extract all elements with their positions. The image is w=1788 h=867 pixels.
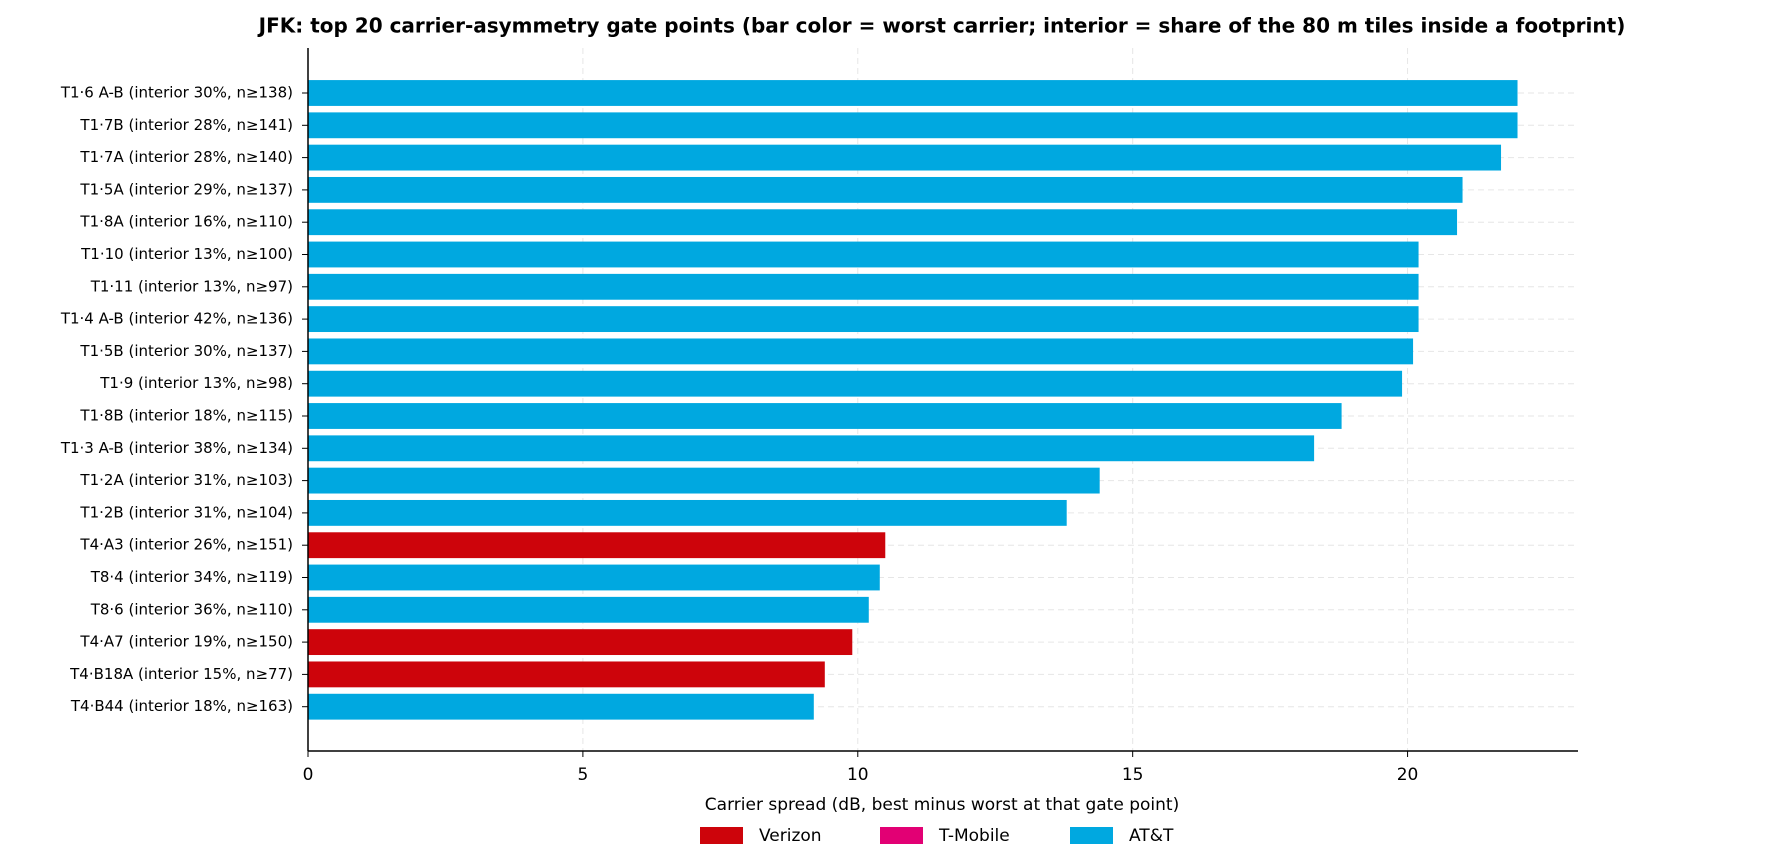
y-tick-label: T1·5B (interior 30%, n≥137) (79, 342, 293, 360)
bar (308, 532, 886, 559)
bar (308, 403, 1342, 429)
bar (308, 499, 1067, 526)
bar (308, 693, 814, 720)
y-tick-label: T1·5A (interior 29%, n≥137) (79, 180, 293, 198)
y-tick-label: T1·7A (interior 28%, n≥140) (79, 148, 293, 166)
y-tick-label: T4·B18A (interior 15%, n≥77) (69, 665, 293, 683)
y-tick-label: T1·3 A-B (interior 38%, n≥134) (60, 439, 293, 457)
legend-swatch (880, 827, 923, 844)
legend-swatch (1070, 827, 1113, 844)
y-tick-label: T1·2A (interior 31%, n≥103) (79, 471, 293, 489)
bar (308, 564, 880, 591)
y-tick-label: T4·A7 (interior 19%, n≥150) (79, 633, 293, 651)
bar (308, 241, 1419, 268)
y-tick-label: T1·7B (interior 28%, n≥141) (79, 116, 293, 134)
x-axis-label: Carrier spread (dB, best minus worst at … (705, 795, 1179, 815)
chart-title: JFK: top 20 carrier-asymmetry gate point… (257, 14, 1626, 38)
legend-swatch (700, 827, 743, 844)
y-tick-label: T1·8A (interior 16%, n≥110) (79, 213, 293, 231)
bar (308, 629, 853, 656)
x-tick-label: 5 (577, 765, 588, 785)
bar (308, 596, 869, 623)
legend-label: Verizon (759, 826, 822, 846)
legend-label: T-Mobile (938, 826, 1010, 846)
legend-label: AT&T (1129, 826, 1174, 846)
bar (308, 144, 1502, 171)
bar (308, 176, 1463, 203)
y-tick-label: T1·10 (interior 13%, n≥100) (80, 245, 293, 263)
x-tick-label: 20 (1397, 765, 1419, 785)
y-tick-label: T1·6 A-B (interior 30%, n≥138) (60, 84, 293, 102)
bar (308, 661, 825, 688)
x-tick-label: 0 (303, 765, 314, 785)
bar (308, 209, 1458, 236)
bar (308, 273, 1419, 300)
y-tick-label: T8·6 (interior 36%, n≥110) (90, 600, 293, 618)
y-tick-label: T4·A3 (interior 26%, n≥151) (79, 536, 293, 554)
x-tick-label: 10 (847, 765, 869, 785)
y-tick-label: T4·B44 (interior 18%, n≥163) (70, 697, 293, 715)
bar (308, 338, 1414, 365)
bar (308, 306, 1419, 333)
bar (308, 80, 1518, 106)
y-tick-label: T8·4 (interior 34%, n≥119) (90, 568, 293, 586)
y-tick-label: T1·11 (interior 13%, n≥97) (90, 277, 293, 295)
bar (308, 435, 1315, 462)
x-tick-label: 15 (1122, 765, 1144, 785)
y-tick-label: T1·4 A-B (interior 42%, n≥136) (60, 310, 293, 328)
y-tick-label: T1·8B (interior 18%, n≥115) (79, 407, 293, 425)
y-tick-label: T1·2B (interior 31%, n≥104) (79, 503, 293, 521)
y-tick-label: T1·9 (interior 13%, n≥98) (99, 374, 293, 392)
bar (308, 370, 1403, 397)
bar (308, 112, 1518, 139)
bar (308, 467, 1100, 494)
